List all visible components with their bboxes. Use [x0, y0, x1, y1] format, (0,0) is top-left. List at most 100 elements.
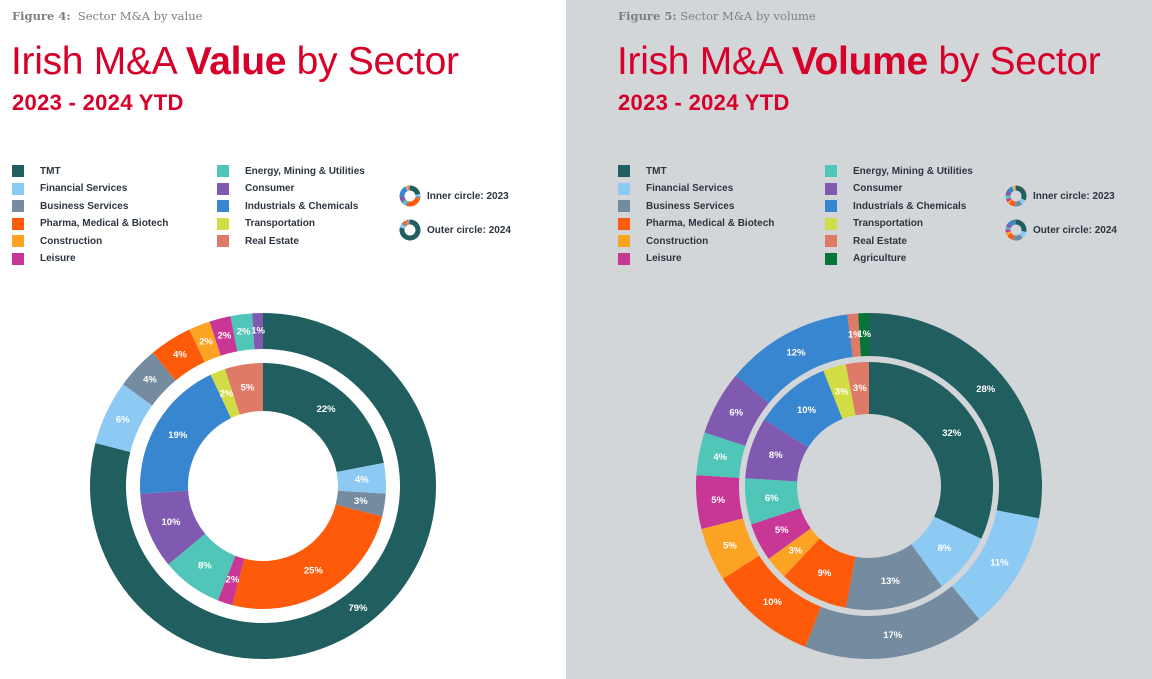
- outer-label-business-services: 4%: [143, 374, 157, 385]
- ring-legend-label: Outer circle: 2024: [1033, 224, 1117, 236]
- segment-pharma-medical-biotech: [1008, 200, 1015, 207]
- mini-donut-icon: [1005, 219, 1027, 241]
- segment-tmt: [1016, 185, 1027, 201]
- legend-item-energy-mining-utilities: Energy, Mining & Utilities: [825, 164, 973, 178]
- legend-item-tmt: TMT: [618, 164, 667, 178]
- segment-real-estate: [1014, 219, 1016, 225]
- title-prefix: Irish M&A: [11, 40, 186, 83]
- outer-segment-pharma-medical-biotech: [722, 555, 822, 647]
- legend-label: Consumer: [245, 183, 295, 194]
- outer-segment-pharma-medical-biotech: [152, 329, 205, 381]
- figure-number: Figure 5:: [618, 9, 677, 23]
- legend-item-agriculture: Agriculture: [825, 252, 906, 266]
- inner-segment-transportation: [210, 369, 240, 419]
- legend-swatch: [825, 235, 837, 247]
- inner-segment-energy-mining-utilities: [168, 533, 236, 601]
- legend-item-transportation: Transportation: [217, 217, 315, 231]
- ring-legend-label: Outer circle: 2024: [427, 224, 511, 236]
- legend-item-transportation: Transportation: [825, 217, 923, 231]
- inner-label-industrials-chemicals: 10%: [797, 405, 817, 416]
- segment-financial-services: [1019, 231, 1027, 239]
- outer-label-energy-mining-utilities: 2%: [237, 327, 251, 338]
- inner-label-construction: 3%: [789, 545, 803, 556]
- inner-label-business-services: 3%: [354, 496, 368, 507]
- segment-pharma-medical-biotech: [1007, 232, 1014, 240]
- legend-label: Transportation: [245, 218, 316, 229]
- inner-segment-pharma-medical-biotech: [232, 504, 383, 609]
- legend-label: Industrials & Chemicals: [245, 200, 359, 212]
- ring-legend-label: Inner circle: 2023: [1033, 190, 1115, 202]
- legend-swatch: [217, 182, 229, 195]
- outer-segment-financial-services: [95, 384, 153, 452]
- segment-real-estate: [406, 185, 410, 191]
- figure-caption: Sector M&A by volume: [680, 9, 816, 23]
- figure-number: Figure 4:: [12, 9, 71, 23]
- segment-consumer: [1005, 190, 1012, 196]
- legend-item-business-services: Business Services: [618, 199, 734, 213]
- outer-segment-real-estate: [847, 313, 861, 358]
- legend-label: TMT: [646, 165, 667, 177]
- mini-donut-icon: [399, 185, 421, 207]
- outer-segment-leisure: [696, 475, 744, 530]
- inner-segment-consumer: [140, 490, 206, 565]
- volume-donut-chart: 32%8%13%9%3%5%6%8%10%3% 3% 28%11%17%10%5%5…: [696, 313, 1042, 659]
- title-suffix: by Sector: [927, 40, 1101, 83]
- legend-label: Industrials & Chemicals: [853, 200, 967, 212]
- segment-construction: [405, 220, 409, 226]
- segment-leisure: [406, 219, 409, 225]
- inner-label-financial-services: 4%: [355, 474, 369, 485]
- segment-business-services: [415, 196, 421, 199]
- outer-label-business-services: 17%: [883, 630, 903, 641]
- outer-label-pharma-medical-biotech: 4%: [173, 350, 187, 361]
- outer-label-pharma-medical-biotech: 10%: [763, 597, 783, 608]
- segment-energy-mining-utilities: [401, 199, 408, 206]
- segment-leisure: [1005, 229, 1011, 233]
- outer-segment-energy-mining-utilities: [696, 432, 746, 478]
- segment-tmt: [1016, 219, 1027, 232]
- inner-label-consumer: 10%: [161, 517, 181, 528]
- inner-circle-legend: Inner circle: 2023: [399, 185, 509, 207]
- inner-segment-leisure: [217, 555, 245, 606]
- outer-label-consumer: 1%: [251, 326, 265, 337]
- outer-label-industrials-chemicals: 12%: [787, 348, 807, 359]
- inner-label-financial-services: 8%: [938, 543, 952, 554]
- segment-business-services: [1014, 200, 1023, 207]
- legend-item-energy-mining-utilities: Energy, Mining & Utilities: [217, 164, 365, 178]
- outer-label-construction: 5%: [723, 541, 737, 552]
- legend-label: Leisure: [40, 253, 76, 264]
- inner-segment-pharma-medical-biotech: [784, 538, 856, 608]
- legend-label: Real Estate: [245, 235, 299, 247]
- segment-pharma-medical-biotech: [403, 220, 408, 226]
- legend-item-real-estate: Real Estate: [217, 234, 299, 248]
- segment-energy-mining-utilities: [1005, 226, 1011, 230]
- legend-label: Financial Services: [40, 183, 128, 194]
- legend-swatch: [825, 252, 837, 265]
- legend-swatch: [618, 252, 630, 265]
- title-emphasis: Volume: [791, 40, 928, 83]
- inner-label-real-estate: 5%: [241, 383, 255, 394]
- inner-label-consumer: 8%: [769, 450, 783, 461]
- outer-label-financial-services: 6%: [116, 415, 130, 426]
- figure-caption: Sector M&A by value: [77, 9, 203, 23]
- chart-subtitle: 2023 - 2024 YTD: [618, 90, 790, 115]
- inner-segment-energy-mining-utilities: [745, 478, 801, 525]
- segment-industrials-chemicals: [1007, 219, 1016, 227]
- legend-label: Energy, Mining & Utilities: [853, 165, 973, 177]
- outer-segment-business-services: [123, 352, 176, 406]
- legend-label: Real Estate: [853, 235, 907, 247]
- outer-label-construction: 2%: [199, 336, 213, 347]
- segment-leisure: [406, 201, 409, 207]
- legend-label: Business Services: [40, 200, 129, 212]
- outer-label-tmt: 28%: [976, 384, 996, 395]
- inner-segment-financial-services: [911, 516, 982, 587]
- inner-segment-business-services: [335, 490, 386, 517]
- inner-label-leisure: 2%: [226, 575, 240, 586]
- segment-financial-services: [415, 194, 421, 197]
- legend-item-industrials-chemicals: Industrials & Chemicals: [825, 199, 966, 213]
- inner-label-leisure: 5%: [775, 525, 789, 536]
- outer-ring-2024: 79%6%4%4%2%2% 2% 1%: [89, 313, 437, 659]
- inner-label-tmt: 32%: [942, 428, 962, 439]
- segment-leisure: [1006, 197, 1012, 203]
- chart-title: Irish M&A Volume by Sector: [617, 40, 1101, 84]
- outer-ring-2024: 28% 11% 17% 10% 5% 5% 4% 6% 12% 1%1%: [696, 313, 1042, 659]
